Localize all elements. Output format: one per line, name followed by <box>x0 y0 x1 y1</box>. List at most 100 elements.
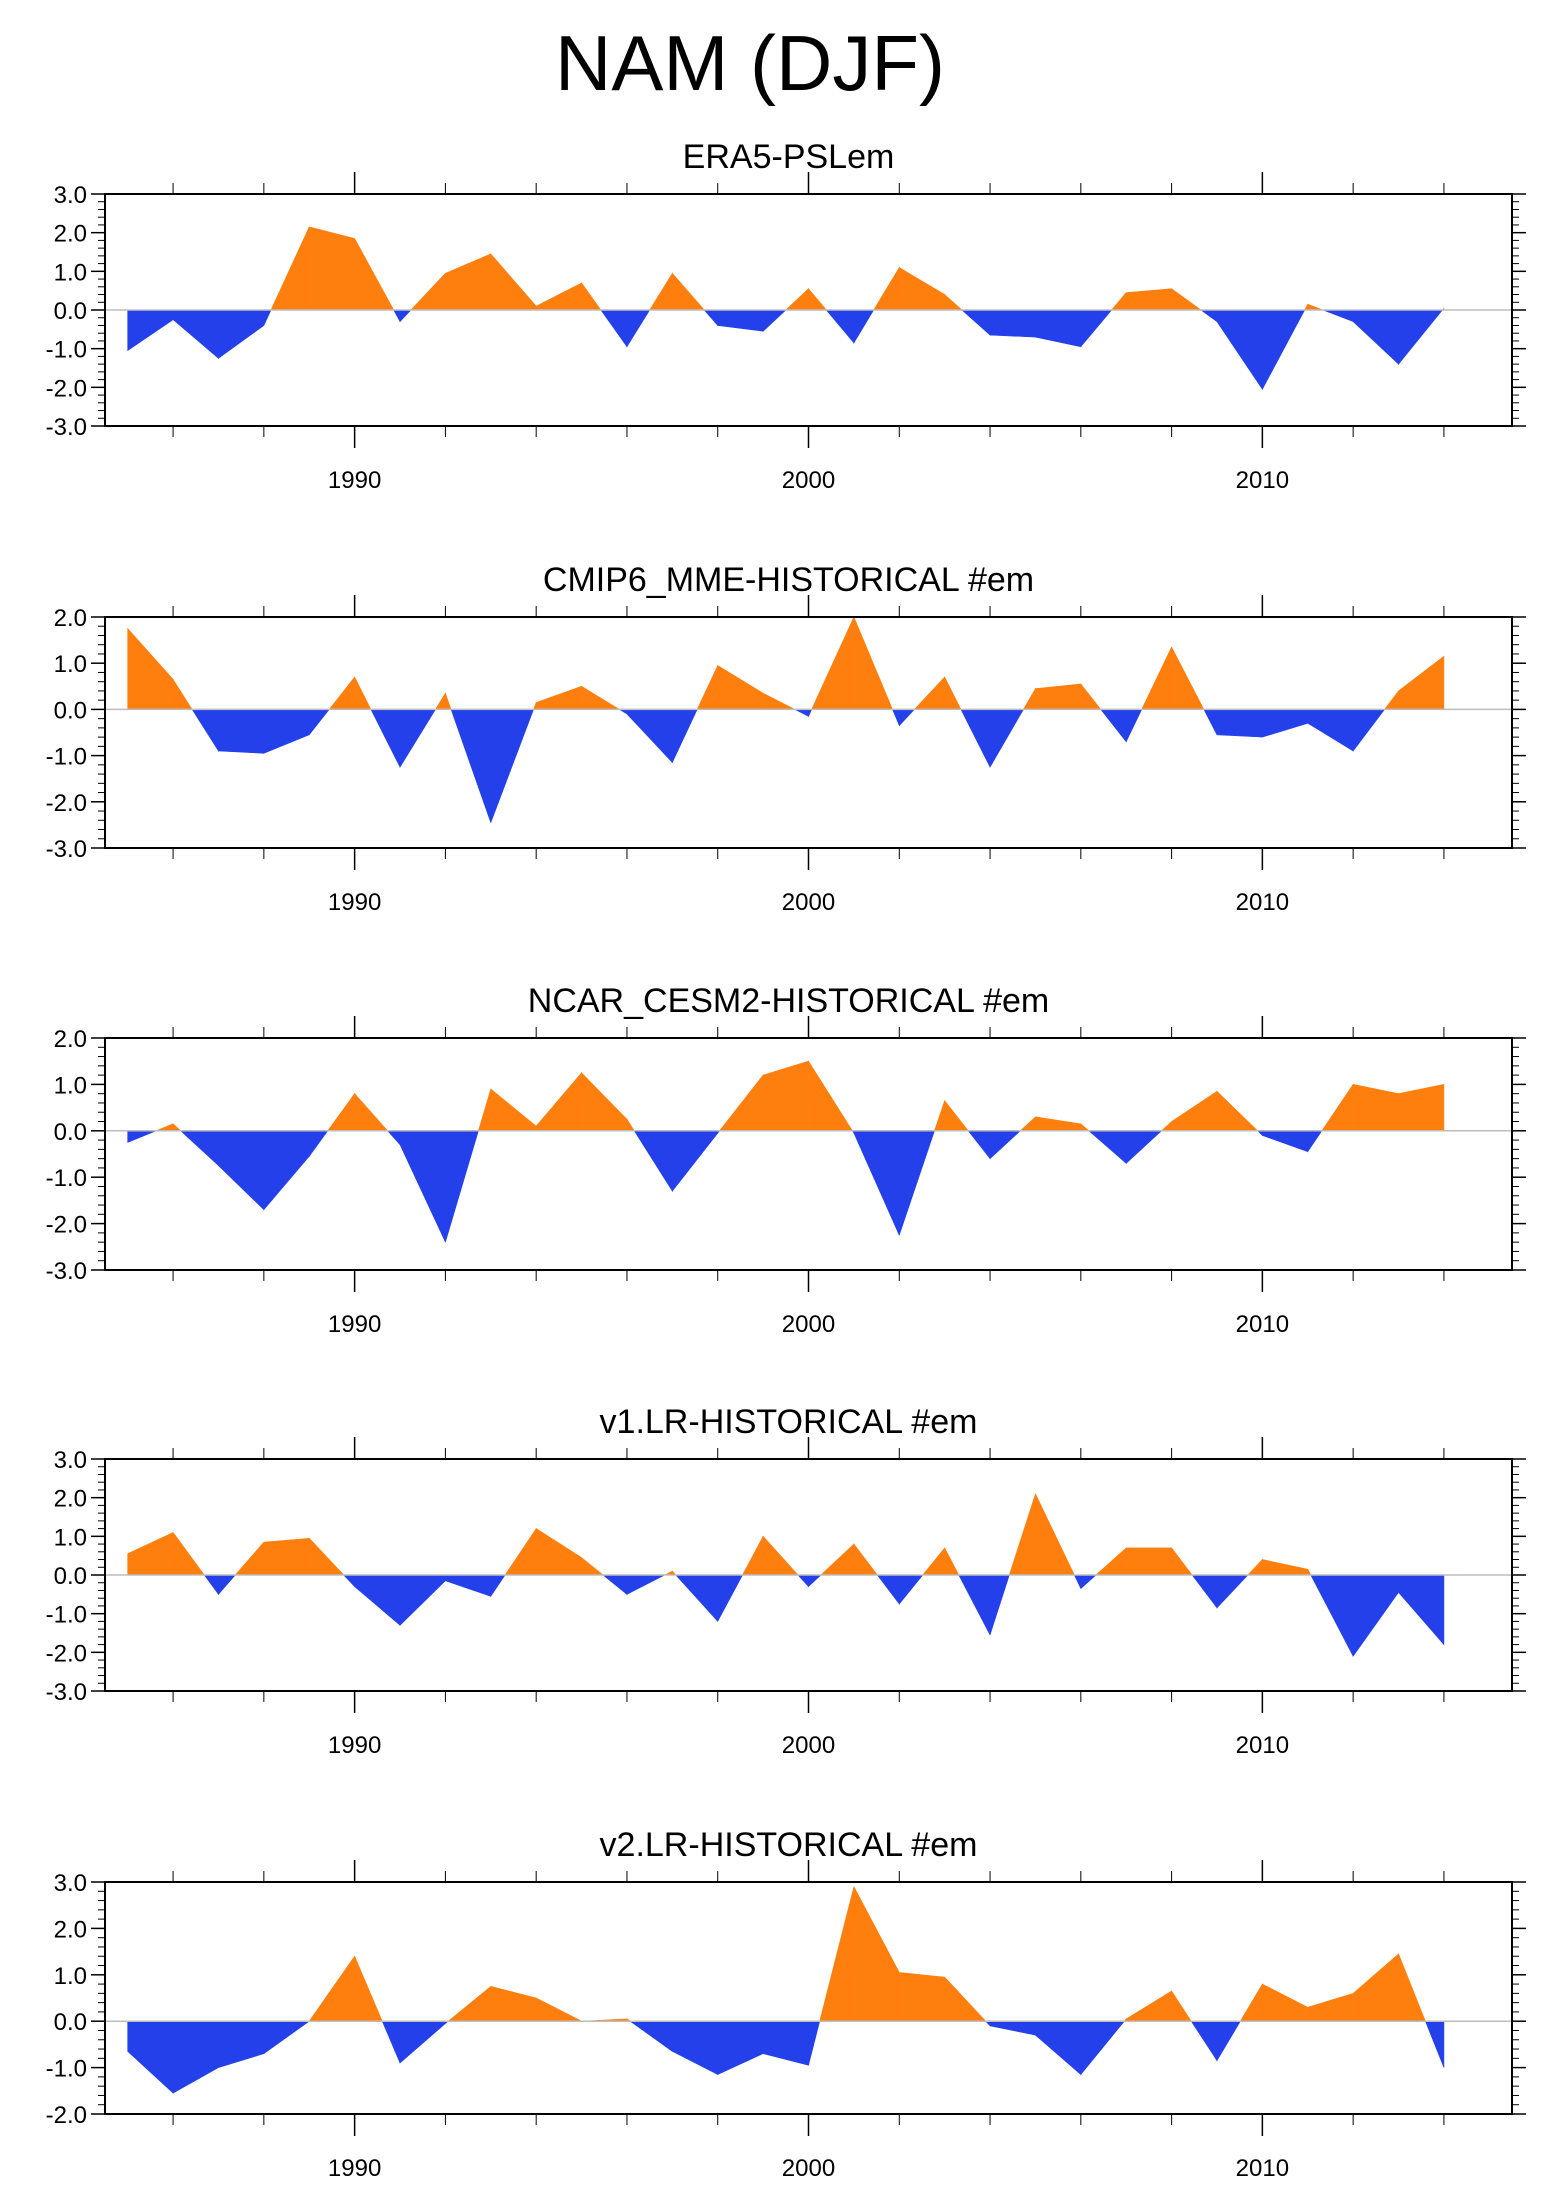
negative-area-segment <box>1191 1574 1218 1609</box>
positive-area-segment <box>762 692 796 710</box>
positive-area-segment <box>1383 690 1399 710</box>
negative-area-segment <box>399 2020 446 2064</box>
negative-area-segment <box>1216 1574 1249 1609</box>
positive-area-segment <box>533 702 537 710</box>
x-tick-label: 2010 <box>1236 1732 1289 1759</box>
positive-area-segment <box>922 1547 945 1576</box>
positive-area-segment <box>1262 1559 1309 1576</box>
positive-area-segment <box>1095 1547 1127 1576</box>
positive-area-segment <box>327 1092 355 1132</box>
negative-area-segment <box>172 309 219 359</box>
positive-area-segment <box>1307 1992 1354 2022</box>
x-tick-label: 2000 <box>782 889 835 916</box>
negative-area-segment <box>626 309 651 348</box>
positive-area-segment <box>1352 1084 1399 1132</box>
x-tick-label: 1990 <box>328 889 381 916</box>
negative-area-segment <box>703 309 719 327</box>
positive-area-segment <box>853 1543 878 1576</box>
positive-area-segment <box>1171 1990 1192 2022</box>
positive-area-segment <box>445 253 492 311</box>
x-tick-label: 2010 <box>1236 467 1289 494</box>
negative-area-segment <box>717 309 764 332</box>
positive-area-segment <box>1398 1953 1426 2022</box>
y-tick-label: -2.0 <box>46 2102 87 2129</box>
negative-area-segment <box>218 1130 265 1211</box>
y-tick-label: 1.0 <box>54 651 87 678</box>
plot-frame <box>104 1881 1513 2115</box>
positive-area-segment <box>504 1527 537 1576</box>
positive-area-segment <box>944 293 963 311</box>
positive-area-segment <box>1352 1953 1399 2022</box>
positive-area-segment <box>626 1118 635 1132</box>
positive-area-segment <box>808 287 827 311</box>
negative-area-segment <box>393 309 401 322</box>
positive-area-segment <box>717 664 764 710</box>
positive-area-segment <box>1307 303 1323 311</box>
positive-area-segment <box>1216 1090 1259 1132</box>
positive-area-segment <box>581 1556 604 1576</box>
positive-area-segment <box>944 1976 987 2022</box>
y-tick-label: 2.0 <box>54 1916 87 1943</box>
negative-area-segment <box>127 2020 174 2094</box>
negative-area-segment <box>399 1574 446 1626</box>
negative-area-segment <box>672 1130 719 1192</box>
positive-area-segment <box>447 1985 492 2022</box>
negative-area-segment <box>960 709 991 768</box>
positive-area-segment <box>762 1535 799 1576</box>
negative-area-segment <box>1035 309 1082 348</box>
negative-area-segment <box>1080 309 1113 348</box>
positive-area-segment <box>581 685 621 710</box>
chart-panel-5: v2.LR-HISTORICAL #em -2.0 -1.0 0.0 1.0 2.0 3.0… <box>46 1826 1526 2182</box>
negative-area-segment <box>450 709 492 823</box>
positive-area-segment <box>308 1537 345 1576</box>
negative-area-segment <box>1262 1130 1309 1153</box>
positive-area-segment <box>785 288 809 311</box>
negative-area-segment <box>1352 1574 1399 1658</box>
negative-area-segment <box>989 709 1024 769</box>
positive-area-segment <box>1171 1090 1218 1132</box>
negative-area-segment <box>308 709 330 736</box>
positive-area-segment <box>1160 1120 1172 1132</box>
positive-area-segment <box>853 616 893 710</box>
positive-area-segment <box>270 226 310 311</box>
negative-area-segment <box>172 2020 219 2094</box>
negative-area-segment <box>445 1130 479 1243</box>
negative-area-segment <box>218 309 265 359</box>
negative-area-segment <box>1088 1130 1127 1164</box>
y-tick-label: 0.0 <box>54 298 87 325</box>
negative-area-segment <box>633 1130 673 1193</box>
positive-area-segment <box>1080 1123 1090 1132</box>
negative-area-segment <box>370 709 401 768</box>
negative-area-segment <box>626 1574 665 1595</box>
positive-area-segment <box>944 676 962 710</box>
panel-title: v1.LR-HISTORICAL #em <box>600 1403 978 1441</box>
negative-area-segment <box>354 1574 401 1626</box>
negative-area-segment <box>898 1574 924 1605</box>
y-tick-label: -2.0 <box>46 1640 87 1667</box>
y-tick-label: 0.0 <box>54 1563 87 1590</box>
y-tick-label: 2.0 <box>54 221 87 248</box>
positive-area-segment <box>672 272 705 311</box>
y-tick-label: -2.0 <box>46 375 87 402</box>
chart-panel-1: ERA5-PSLem -3.0 -2.0 -1.0 0.0 1.0 2.0 3.0 1990 20… <box>46 138 1526 494</box>
positive-area-segment <box>535 1528 582 1576</box>
x-tick-label: 2000 <box>782 1732 835 1759</box>
negative-area-segment <box>1398 309 1443 365</box>
positive-area-segment <box>1398 655 1445 710</box>
positive-area-segment <box>155 1123 174 1132</box>
negative-area-segment <box>797 1574 809 1588</box>
positive-area-segment <box>1321 1083 1354 1132</box>
negative-area-segment <box>1310 1574 1354 1657</box>
negative-area-segment <box>967 1130 991 1160</box>
x-tick-label: 1990 <box>328 1732 381 1759</box>
positive-area-segment <box>1141 646 1172 710</box>
negative-area-segment <box>892 709 900 726</box>
y-tick-label: 2.0 <box>54 605 87 632</box>
negative-area-segment <box>853 1130 900 1236</box>
negative-area-segment <box>343 1574 355 1588</box>
positive-area-segment <box>478 1088 492 1132</box>
negative-area-segment <box>600 309 628 348</box>
positive-area-segment <box>354 238 395 311</box>
negative-area-segment <box>1216 309 1263 391</box>
